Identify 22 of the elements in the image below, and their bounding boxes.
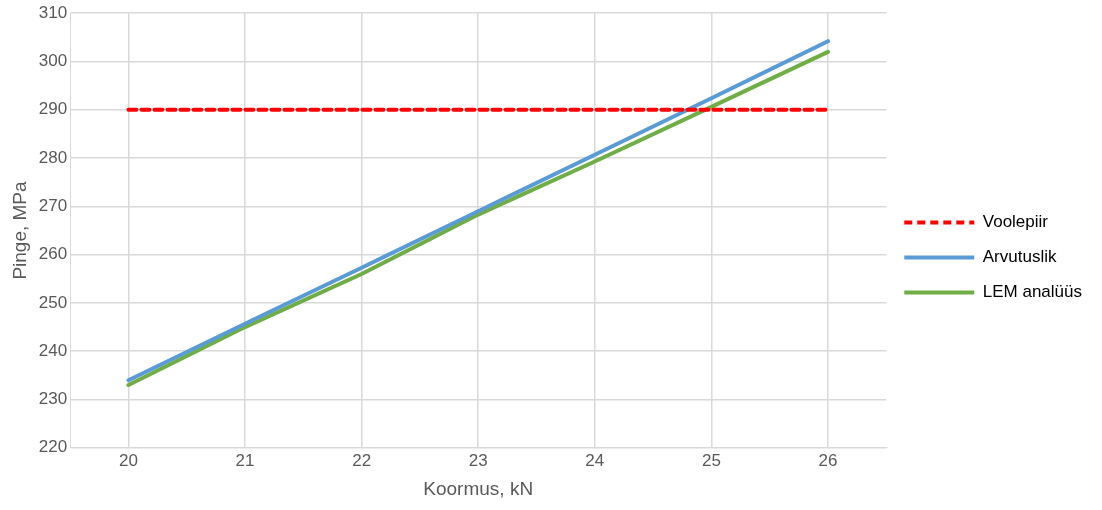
- y-tick-label: 300: [38, 51, 68, 71]
- x-tick-label: 26: [818, 450, 838, 470]
- x-tick-label: 20: [119, 450, 138, 470]
- y-tick-label: 270: [38, 196, 68, 216]
- y-tick-label: 250: [38, 292, 68, 312]
- y-tick-label: 220: [38, 437, 68, 457]
- legend-label: LEM analüüs: [982, 282, 1083, 302]
- x-tick-label: 21: [235, 450, 255, 470]
- x-tick-label: 25: [701, 450, 721, 470]
- y-tick-label: 310: [38, 2, 68, 22]
- x-axis-title: Koormus, kN: [423, 477, 534, 499]
- x-tick-label: 24: [585, 450, 605, 470]
- x-tick-label: 23: [468, 450, 488, 470]
- y-tick-label: 280: [38, 147, 68, 167]
- y-tick-label: 260: [38, 244, 68, 264]
- legend-label: Voolepiir: [982, 212, 1049, 232]
- y-tick-label: 240: [38, 340, 68, 360]
- y-tick-label: 290: [38, 99, 68, 119]
- x-tick-label: 22: [352, 450, 372, 470]
- y-axis-title: Pinge, MPa: [8, 180, 30, 280]
- y-tick-label: 230: [38, 389, 68, 409]
- legend-label: Arvutuslik: [982, 247, 1057, 267]
